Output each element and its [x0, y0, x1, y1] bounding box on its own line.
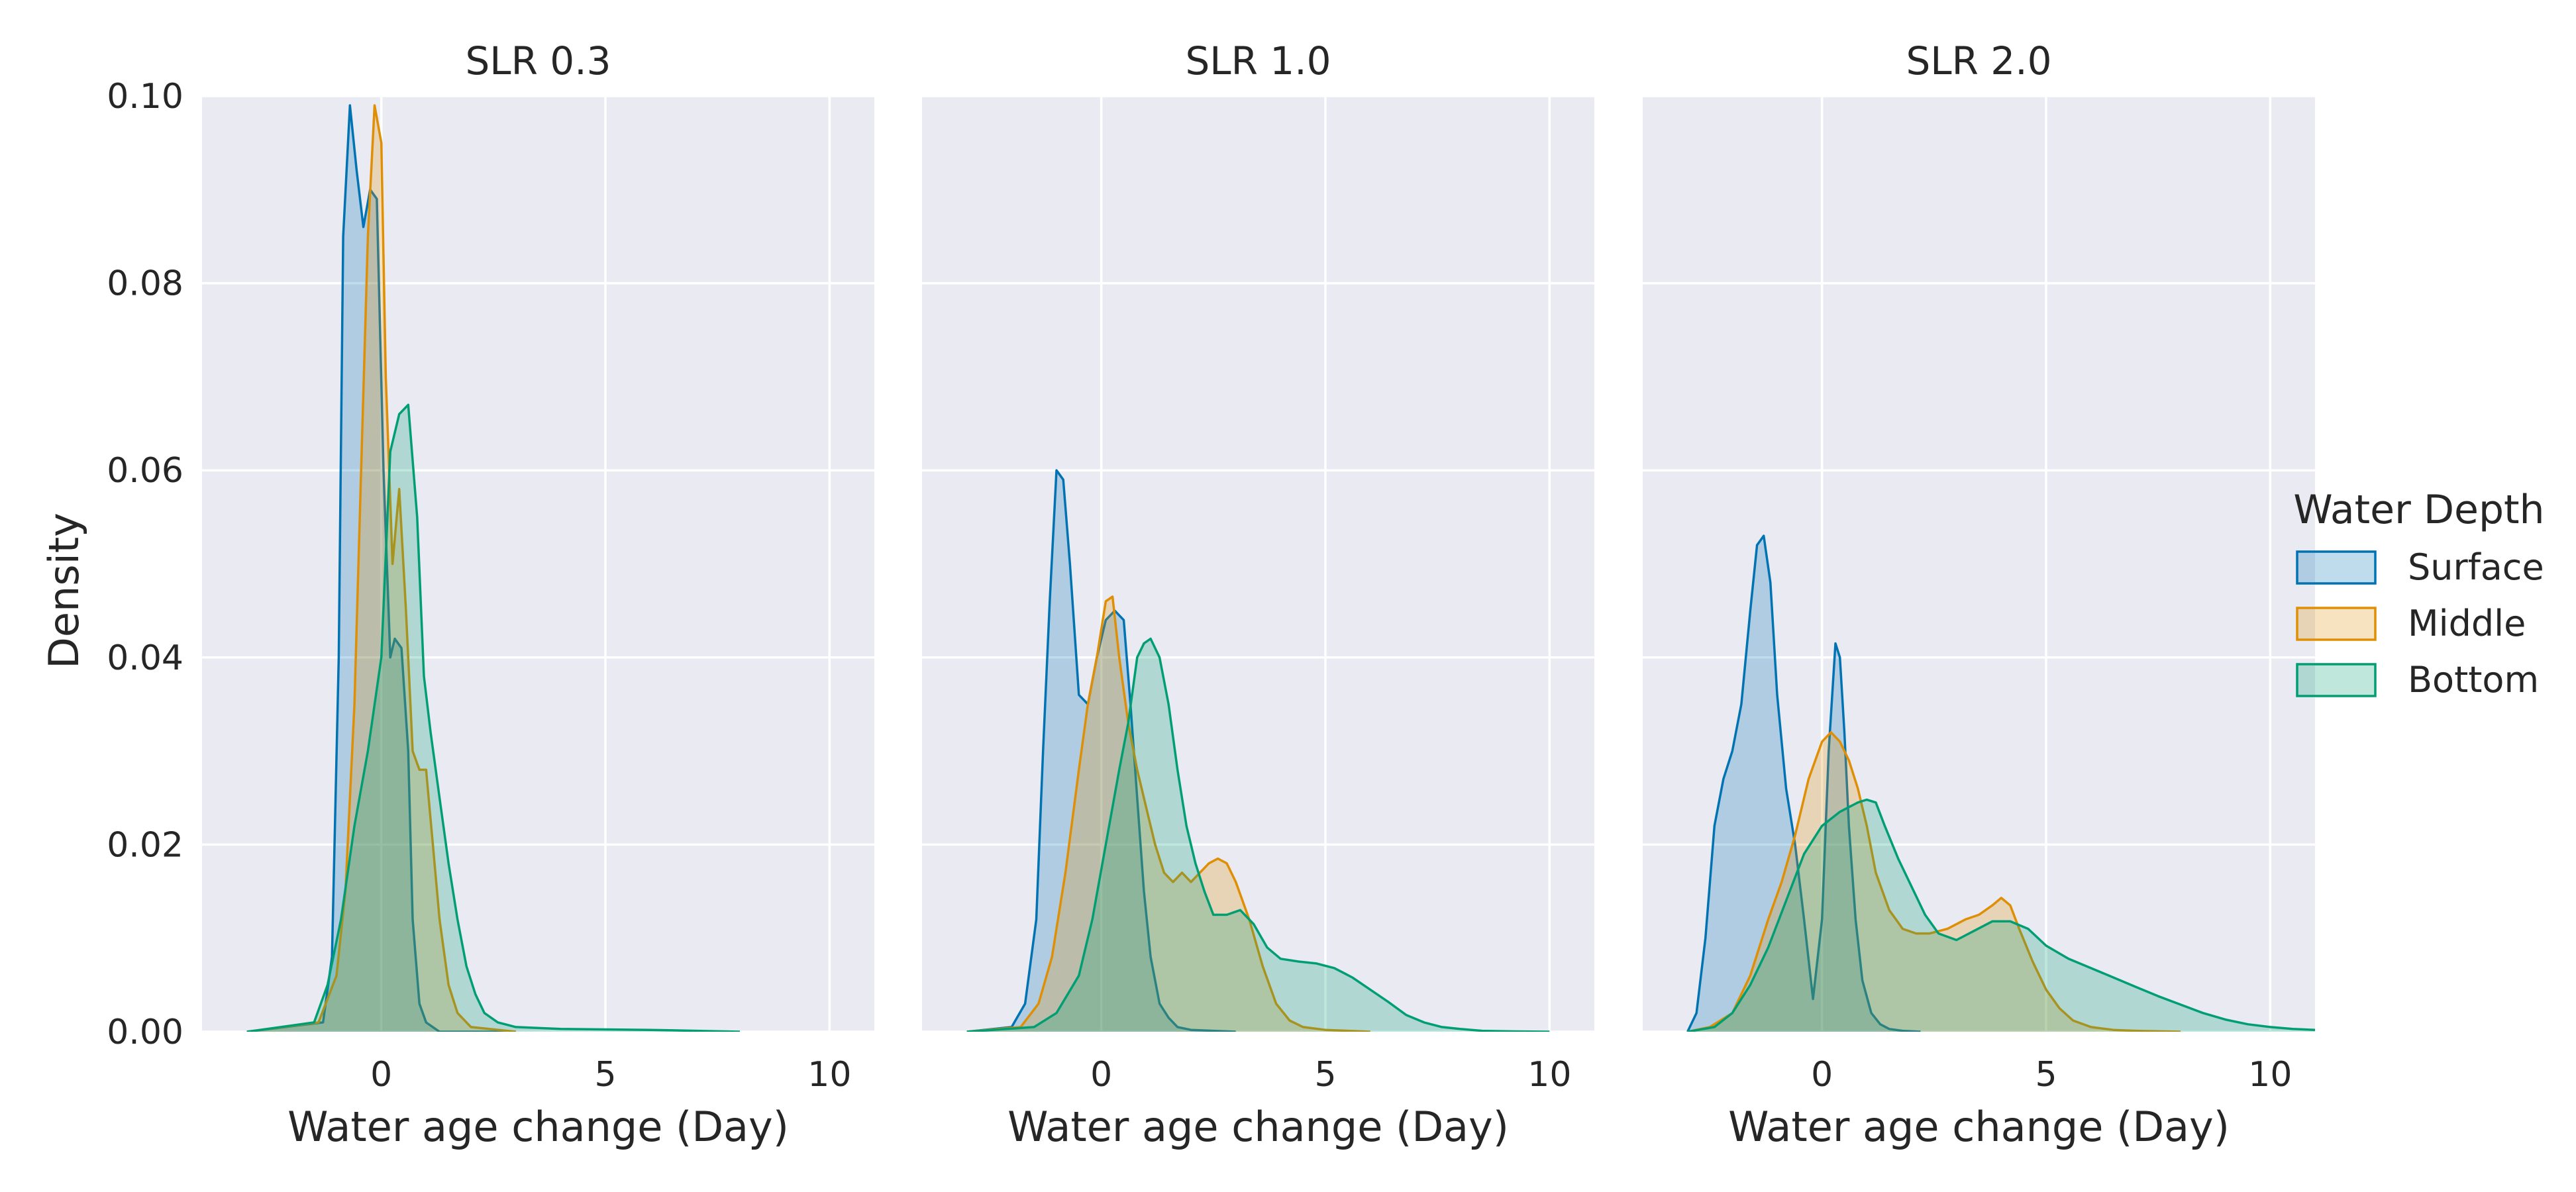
series-group: [966, 469, 1550, 1032]
panel-1: SLR 0.3 0 5 10 Water age change (Day) 0.00 0.0…: [107, 38, 874, 1151]
legend-item-middle: Middle: [2296, 603, 2526, 644]
density-line-surface: [1686, 534, 1921, 1032]
x-tick-label: 5: [2035, 1055, 2057, 1095]
facet-panels: SLR 0.3 0 5 10 Water age change (Day) 0.00 0.0…: [107, 38, 2315, 1151]
legend: Water Depth Surface Middle Bottom: [2293, 487, 2544, 701]
density-area-surface: [966, 470, 1236, 1032]
x-tick-label: 10: [2248, 1055, 2292, 1095]
density-line-bottom: [246, 403, 741, 1032]
x-axis-label: Water age change (Day): [1007, 1103, 1509, 1151]
x-axis-label: Water age change (Day): [1728, 1103, 2230, 1151]
density-line-bottom: [966, 637, 1550, 1032]
series-group: [246, 104, 741, 1032]
density-area-surface: [246, 105, 516, 1032]
density-area-bottom: [1687, 799, 2315, 1032]
legend-swatch: [2296, 663, 2377, 697]
legend-label: Middle: [2408, 603, 2526, 644]
y-tick-label: 0.08: [107, 264, 183, 304]
density-area-middle: [246, 105, 516, 1032]
x-tick-label: 10: [1527, 1055, 1571, 1095]
density-line-middle: [1687, 731, 2181, 1032]
y-tick-label: 0.06: [107, 451, 183, 491]
y-tick-label: 0.10: [107, 77, 183, 117]
panel-2: SLR 1.0 0 5 10 Water age change (Day): [922, 38, 1594, 1151]
density-area-bottom: [966, 638, 1550, 1032]
y-tick-label: 0.04: [107, 638, 183, 678]
legend-label: Surface: [2408, 546, 2544, 588]
panel-title: SLR 0.3: [465, 38, 611, 83]
panel-background: [922, 96, 1594, 1032]
x-tick-label: 0: [1090, 1055, 1112, 1095]
series-group: [1686, 534, 2315, 1032]
legend-title: Water Depth: [2293, 487, 2544, 533]
x-tick-label: 5: [594, 1055, 616, 1095]
density-line-surface: [246, 104, 516, 1032]
y-tick-label: 0.00: [107, 1013, 183, 1052]
density-area-middle: [966, 597, 1370, 1032]
density-line-middle: [966, 595, 1370, 1032]
legend-swatch: [2296, 607, 2377, 641]
density-line-bottom: [1687, 798, 2315, 1032]
legend-swatch: [2296, 550, 2377, 585]
y-tick-label: 0.02: [107, 825, 183, 865]
density-line-middle: [246, 104, 516, 1032]
y-axis-label: Density: [40, 513, 88, 669]
x-tick-label: 5: [1314, 1055, 1336, 1095]
panel-title: SLR 1.0: [1185, 38, 1331, 83]
x-axis-label: Water age change (Day): [287, 1103, 789, 1151]
panel-background: [202, 96, 874, 1032]
density-area-bottom: [246, 405, 740, 1032]
legend-item-surface: Surface: [2296, 546, 2544, 588]
legend-label: Bottom: [2408, 659, 2539, 701]
x-tick-label: 0: [1811, 1055, 1833, 1095]
x-tick-label: 0: [370, 1055, 392, 1095]
density-line-surface: [966, 469, 1236, 1032]
density-area-middle: [1687, 732, 2181, 1032]
x-tick-label: 10: [807, 1055, 851, 1095]
legend-item-bottom: Bottom: [2296, 659, 2539, 701]
panel-3: SLR 2.0 0 5 10 Water age change (Day): [1643, 38, 2315, 1151]
panel-title: SLR 2.0: [1906, 38, 2051, 83]
